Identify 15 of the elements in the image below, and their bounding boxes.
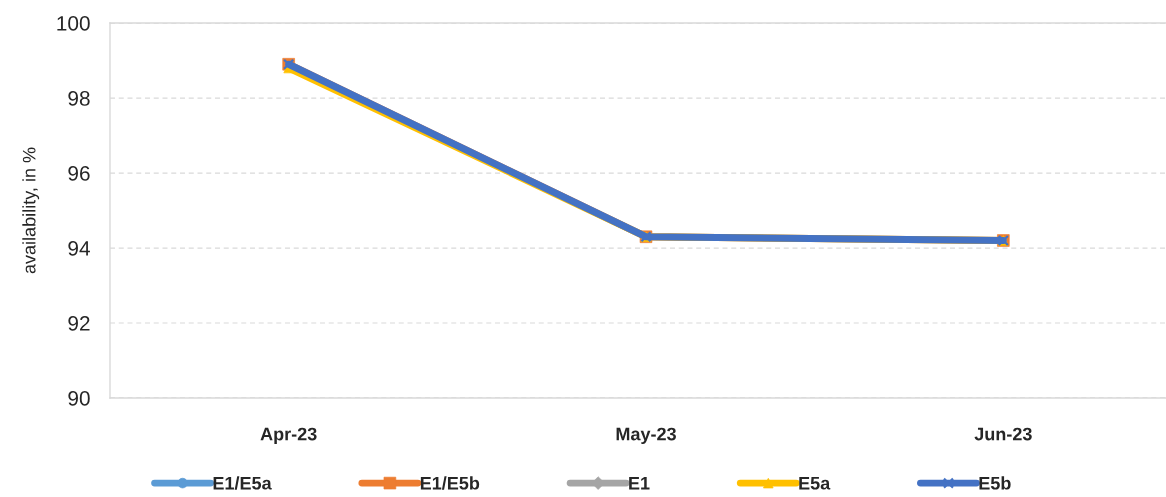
y-axis-title: availability, in % (22, 147, 40, 274)
x-tick-label: May-23 (616, 427, 676, 444)
legend-label: E1/E5b (420, 476, 480, 490)
y-tick-label: 98 (68, 91, 90, 106)
y-tick-label: 92 (68, 316, 90, 331)
x-tick-label: Apr-23 (260, 427, 317, 444)
y-tick-label: 94 (68, 241, 90, 256)
y-tick-label: 100 (57, 16, 90, 31)
legend-label: E5b (979, 476, 1011, 490)
legend-label: E5a (799, 477, 831, 490)
legend-label: E1 (629, 477, 650, 490)
y-tick-label: 96 (68, 166, 90, 181)
x-tick-label: Jun-23 (974, 427, 1032, 441)
legend-label: E1/E5a (213, 476, 272, 490)
y-tick-label: 90 (68, 391, 90, 406)
